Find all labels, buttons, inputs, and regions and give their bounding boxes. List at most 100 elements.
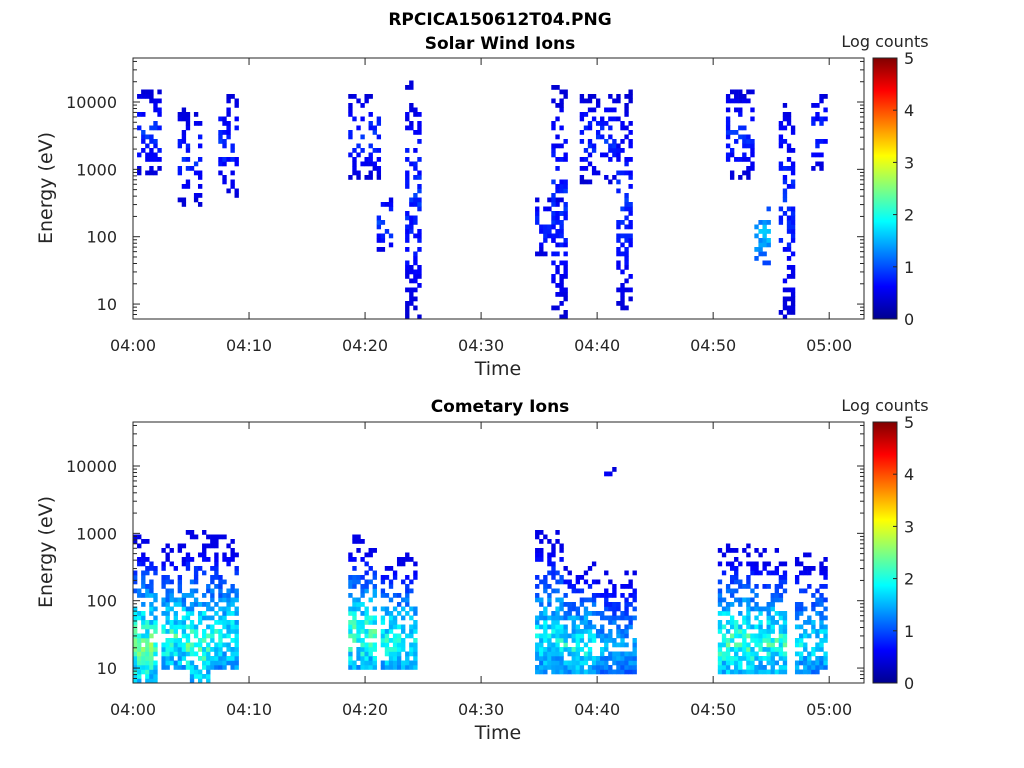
solar-wind-heatmap-cell — [628, 130, 633, 135]
solar-wind-heatmap-cell — [417, 188, 422, 194]
cometary-colorbar-tick-label: 1 — [904, 622, 914, 641]
solar-wind-heatmap-cell — [380, 247, 386, 252]
cometary-heatmap-cell — [543, 638, 548, 643]
cometary-heatmap-cell — [392, 624, 398, 630]
cometary-heatmap-cell — [762, 561, 767, 567]
cometary-heatmap-cell — [734, 647, 739, 652]
cometary-heatmap-cell — [794, 638, 800, 643]
solar-wind-heatmap-cell — [551, 197, 556, 203]
solar-wind-heatmap-cell — [742, 157, 747, 162]
solar-wind-heatmap-cell — [153, 143, 158, 149]
cometary-heatmap-cell — [145, 570, 150, 576]
cometary-heatmap-cell — [535, 651, 540, 657]
cometary-heatmap-cell — [352, 660, 357, 666]
cometary-heatmap-cell — [595, 629, 601, 634]
solar-wind-heatmap-cell — [790, 251, 796, 257]
cometary-heatmap-cell — [571, 656, 576, 661]
cometary-heatmap-cell — [770, 615, 775, 621]
cometary-heatmap-cell — [149, 647, 154, 652]
solar-wind-heatmap-cell — [628, 121, 633, 126]
cometary-heatmap-cell — [177, 543, 183, 549]
cometary-heatmap-cell — [620, 638, 625, 643]
solar-wind-heatmap-cell — [141, 139, 146, 144]
cometary-heatmap-cell — [380, 629, 386, 634]
solar-wind-heatmap-cell — [149, 139, 154, 144]
solar-wind-heatmap-cell — [555, 197, 560, 203]
solar-wind-heatmap-cell — [376, 220, 382, 225]
cometary-heatmap-cell — [185, 651, 191, 657]
cometary-heatmap-cell — [165, 660, 170, 666]
cometary-heatmap-cell — [571, 624, 576, 630]
cometary-heatmap-cell — [766, 629, 771, 634]
solar-wind-heatmap-cell — [624, 224, 629, 230]
cometary-heatmap-cell — [226, 543, 231, 549]
cometary-heatmap-cell — [579, 602, 585, 607]
cometary-heatmap-cell — [352, 624, 357, 630]
solar-wind-heatmap-cell — [786, 305, 792, 311]
cometary-heatmap-cell — [608, 620, 613, 625]
cometary-y-tick-label: 100 — [86, 592, 117, 611]
cometary-x-tick-label: 05:00 — [806, 700, 852, 719]
cometary-heatmap-cell — [794, 606, 800, 612]
cometary-heatmap-cell — [356, 656, 361, 661]
cometary-heatmap-cell — [214, 620, 219, 625]
cometary-heatmap-cells — [133, 467, 828, 684]
cometary-heatmap-cell — [575, 656, 581, 661]
solar-wind-heatmap-cell — [758, 251, 763, 257]
cometary-heatmap-cell — [738, 642, 743, 648]
cometary-heatmap-cell — [181, 606, 187, 612]
cometary-heatmap-cell — [628, 669, 633, 675]
cometary-heatmap-cell — [803, 660, 808, 666]
solar-wind-heatmap-cell — [729, 175, 735, 180]
solar-wind-heatmap-cell — [409, 215, 414, 221]
solar-wind-plot-frame — [132, 57, 865, 320]
cometary-heatmap-cell — [230, 584, 235, 589]
solar-wind-heatmap-cell — [790, 305, 796, 311]
solar-wind-heatmap-cell — [559, 233, 564, 239]
cometary-heatmap-cell — [624, 642, 629, 648]
cometary-heatmap-cell — [372, 570, 377, 576]
cometary-heatmap-cell — [185, 566, 191, 571]
cometary-heatmap-cell — [608, 638, 613, 643]
cometary-heatmap-cell — [161, 566, 166, 571]
cometary-heatmap-cell — [758, 656, 763, 661]
cometary-heatmap-cell — [551, 570, 556, 576]
cometary-heatmap-cell — [555, 588, 560, 594]
cometary-heatmap-cell — [230, 624, 235, 630]
cometary-heatmap-cell — [799, 651, 804, 657]
solar-wind-heatmap-cell — [193, 193, 199, 198]
solar-wind-heatmap-cell — [535, 220, 540, 225]
solar-wind-heatmap-cell — [149, 166, 154, 171]
cometary-heatmap-cell — [214, 561, 219, 567]
cometary-heatmap-cell — [165, 642, 170, 648]
cometary-heatmap-cell — [137, 642, 142, 648]
solar-wind-x-tick-label: 04:40 — [574, 336, 620, 355]
solar-wind-heatmap-cell — [376, 233, 382, 239]
cometary-heatmap-cell — [153, 593, 158, 598]
cometary-heatmap-cell — [575, 647, 581, 652]
cometary-heatmap-cell — [409, 557, 414, 562]
cometary-heatmap-cell — [742, 629, 747, 634]
cometary-heatmap-cell — [742, 584, 747, 589]
cometary-heatmap-cell — [782, 624, 788, 630]
cometary-heatmap-cell — [210, 629, 215, 634]
cometary-heatmap-cell — [799, 669, 804, 675]
solar-wind-heatmap-cell — [185, 184, 191, 189]
cometary-heatmap-cell — [352, 597, 357, 603]
cometary-heatmap-cell — [356, 620, 361, 625]
cometary-heatmap-cell — [717, 611, 723, 616]
cometary-heatmap-cell — [632, 615, 637, 621]
solar-wind-heatmap-cell — [583, 166, 589, 171]
cometary-heatmap-cell — [364, 611, 369, 616]
solar-wind-heatmap-cell — [555, 251, 560, 257]
solar-wind-heatmap-cell — [559, 278, 564, 284]
cometary-heatmap-cell — [185, 593, 191, 598]
cometary-heatmap-cell — [234, 638, 239, 643]
cometary-colorbar-label: Log counts — [841, 396, 928, 415]
solar-wind-heatmap-cell — [413, 233, 418, 239]
cometary-heatmap-cell — [587, 566, 593, 571]
cometary-heatmap-cell — [380, 638, 386, 643]
cometary-heatmap-cell — [177, 588, 183, 594]
cometary-heatmap-cell — [799, 633, 804, 639]
cometary-heatmap-cell — [234, 660, 239, 666]
